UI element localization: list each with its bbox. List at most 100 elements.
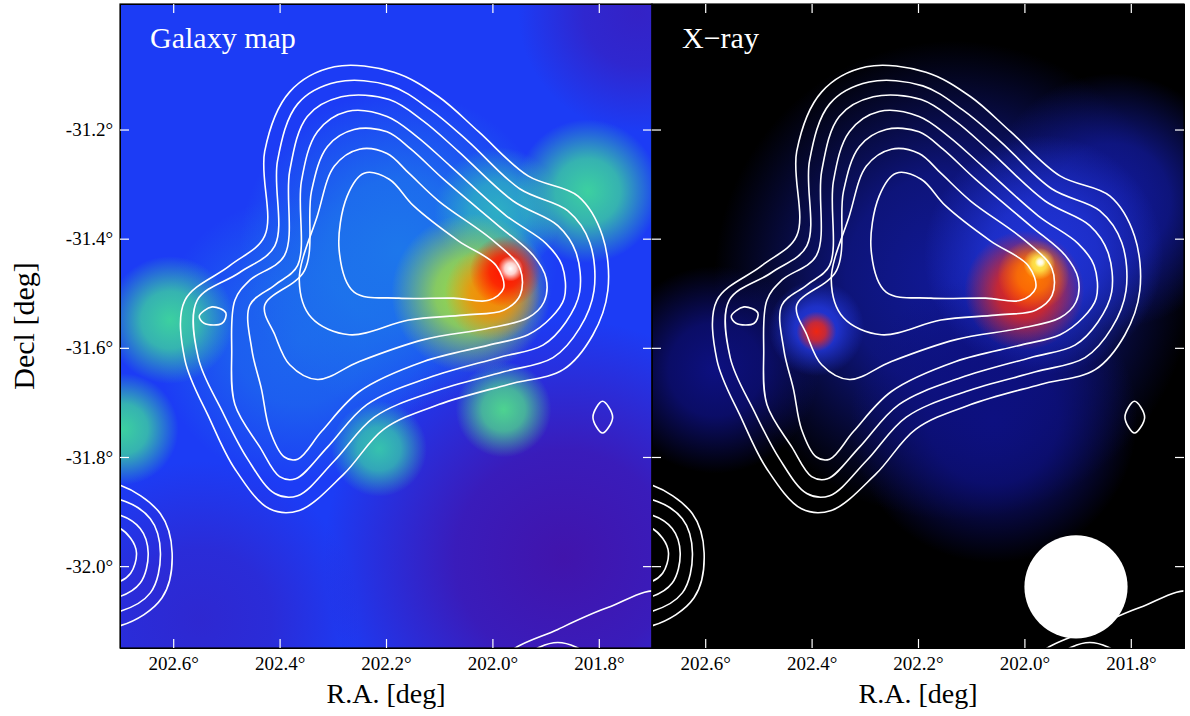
intensity-source	[965, 231, 1085, 351]
tick-mark	[652, 348, 661, 349]
contour	[477, 591, 652, 648]
tick	[643, 457, 652, 458]
panel-title: X−ray	[682, 21, 759, 54]
tick-label: 202.6°	[149, 653, 199, 674]
intensity-source	[796, 312, 836, 352]
tick-mark	[173, 4, 174, 13]
axis-line	[653, 5, 662, 649]
tick: 201.8°	[574, 639, 624, 674]
tick: 202.6°	[681, 639, 731, 674]
axis-line	[121, 639, 653, 649]
tick-mark	[652, 566, 661, 567]
tick	[386, 4, 387, 13]
tick-label: 202.2°	[361, 653, 411, 674]
tick-mark	[652, 129, 661, 130]
contour	[528, 643, 588, 648]
contour	[1060, 643, 1120, 648]
axis-line	[121, 5, 653, 14]
intensity-source	[769, 280, 865, 376]
tick-mark	[120, 457, 129, 458]
tick-mark	[643, 239, 652, 240]
tick-mark	[280, 639, 281, 648]
tick-mark	[705, 4, 706, 13]
contour	[264, 128, 547, 379]
tick	[280, 4, 281, 13]
intensity-source	[120, 461, 359, 648]
tick	[918, 4, 919, 13]
tick: -32.0°	[66, 556, 129, 577]
tick-mark	[492, 639, 493, 648]
x-axis: 202.6° 202.4° 202.2° 202.0° 201.8°	[653, 639, 1185, 674]
tick-mark	[811, 639, 812, 648]
tick-label: -31.4°	[66, 228, 113, 249]
tick	[1024, 4, 1025, 13]
tick-mark	[643, 566, 652, 567]
axis-line	[653, 5, 1185, 14]
tick	[1175, 239, 1184, 240]
tick	[1175, 130, 1184, 131]
tick	[812, 4, 813, 13]
y-axis-right	[1175, 5, 1185, 649]
tick-mark	[1131, 639, 1132, 648]
tick-mark	[492, 4, 493, 13]
tick	[652, 566, 661, 567]
tick: -31.6°	[66, 337, 129, 358]
tick: 202.0°	[1000, 639, 1050, 674]
tick	[652, 130, 661, 131]
contour	[652, 493, 692, 619]
axis-line	[653, 639, 1185, 649]
tick-mark	[1024, 4, 1025, 13]
tick-mark	[120, 239, 129, 240]
tick: 202.6°	[149, 639, 199, 674]
tick	[173, 4, 174, 13]
tick-mark	[643, 129, 652, 130]
plot-frame	[120, 4, 652, 648]
contour	[120, 508, 148, 603]
contour	[652, 477, 704, 632]
x-axis: 202.6°202.4°202.2°202.0°201.8°	[121, 639, 653, 674]
tick: -31.8°	[66, 447, 129, 468]
tick: -31.4°	[66, 228, 129, 249]
contour	[731, 307, 758, 325]
y-axis	[652, 5, 661, 649]
tick	[643, 348, 652, 349]
contour	[199, 307, 226, 325]
tick: 202.4°	[255, 639, 305, 674]
tick: 202.2°	[893, 639, 943, 674]
contour	[763, 95, 1112, 480]
tick-label: 201.8°	[574, 653, 624, 674]
tick	[652, 239, 661, 240]
tick	[643, 130, 652, 131]
tick	[652, 457, 661, 458]
tick-label: 202.6°	[681, 653, 731, 674]
intensity-source	[456, 362, 552, 458]
contour	[193, 80, 595, 497]
figure: 202.6°202.4°202.2°202.0°201.8°-31.2°-31.…	[0, 0, 1190, 716]
tick-label: 201.8°	[1106, 653, 1156, 674]
tick-mark	[918, 4, 919, 13]
contour	[871, 172, 1036, 301]
tick-mark	[120, 348, 129, 349]
contour	[339, 172, 504, 301]
tick: 201.8°	[1106, 639, 1156, 674]
tick	[1175, 566, 1184, 567]
contour	[796, 128, 1079, 379]
tick: 202.2°	[361, 639, 411, 674]
tick-label: 202.4°	[255, 653, 305, 674]
tick-label: -32.0°	[66, 556, 113, 577]
tick-mark	[1175, 239, 1184, 240]
tick-mark	[643, 348, 652, 349]
tick-mark	[1175, 457, 1184, 458]
y-axis-right	[643, 5, 653, 649]
tick-mark	[1024, 639, 1025, 648]
beam	[1024, 535, 1127, 638]
tick-mark	[386, 639, 387, 648]
tick	[1175, 348, 1184, 349]
plot-area	[652, 4, 1184, 648]
tick-label: 202.2°	[893, 653, 943, 674]
x-axis-title: R.A. [deg]	[327, 678, 446, 709]
tick-label: 202.4°	[787, 653, 837, 674]
contour	[120, 493, 160, 619]
intensity-source	[518, 4, 652, 132]
x-axis-top	[653, 4, 1185, 13]
